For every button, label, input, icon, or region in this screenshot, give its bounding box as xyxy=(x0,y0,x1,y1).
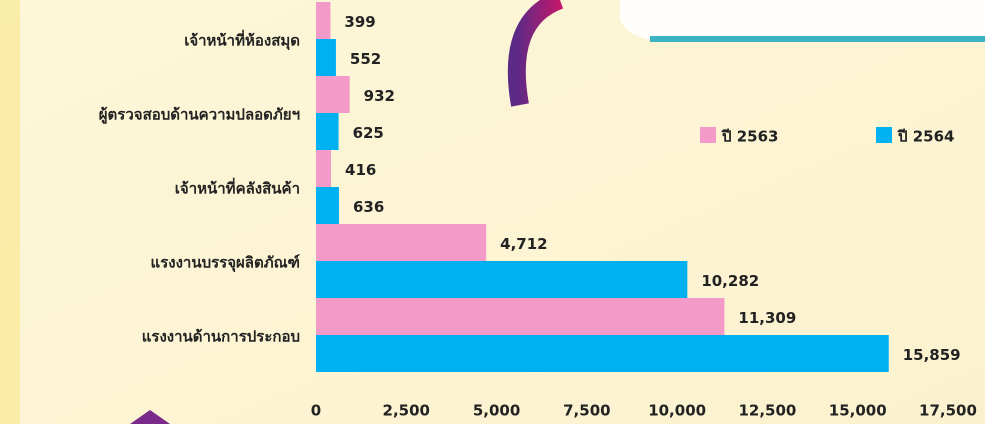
x-tick-label: 10,000 xyxy=(648,402,706,420)
y-tick-label: ผู้ตรวจสอบด้านความปลอดภัยฯ xyxy=(99,106,300,125)
decoration xyxy=(650,36,985,42)
decoration xyxy=(130,410,170,424)
decoration xyxy=(0,0,20,424)
value-label: 625 xyxy=(353,124,384,142)
x-tick-label: 7,500 xyxy=(563,402,610,420)
bar xyxy=(316,335,889,372)
value-label: 10,282 xyxy=(701,272,759,290)
bar xyxy=(316,298,725,335)
x-tick-label: 15,000 xyxy=(829,402,887,420)
value-label: 399 xyxy=(344,13,375,31)
x-tick-label: 0 xyxy=(311,402,321,420)
y-tick-label: เจ้าหน้าที่ห้องสมุด xyxy=(184,30,300,51)
legend-swatch xyxy=(876,127,892,143)
bar xyxy=(316,150,332,187)
legend-swatch xyxy=(700,127,716,143)
value-label: 11,309 xyxy=(738,309,796,327)
legend-label: ปี 2563 xyxy=(721,128,778,146)
bar xyxy=(316,224,487,261)
value-label: 636 xyxy=(353,198,384,216)
bar xyxy=(316,261,688,298)
y-tick-label: แรงงานบรรจุผลิตภัณฑ์ xyxy=(151,254,300,273)
x-tick-label: 5,000 xyxy=(473,402,520,420)
decoration xyxy=(507,0,564,107)
x-tick-label: 2,500 xyxy=(383,402,430,420)
decoration xyxy=(620,0,985,40)
bar xyxy=(316,187,339,224)
x-tick-label: 17,500 xyxy=(919,402,977,420)
bar xyxy=(316,113,339,150)
bar xyxy=(316,76,350,113)
legend-label: ปี 2564 xyxy=(897,128,954,146)
y-tick-label: เจ้าหน้าที่คลังสินค้า xyxy=(175,178,300,198)
value-label: 4,712 xyxy=(500,235,547,253)
bar xyxy=(316,39,336,76)
value-label: 416 xyxy=(345,161,376,179)
value-label: 15,859 xyxy=(903,346,961,364)
y-tick-label: แรงงานด้านการประกอบ xyxy=(142,328,300,346)
value-label: 552 xyxy=(350,50,381,68)
bar xyxy=(316,2,331,39)
x-tick-label: 12,500 xyxy=(738,402,796,420)
value-label: 932 xyxy=(364,87,395,105)
